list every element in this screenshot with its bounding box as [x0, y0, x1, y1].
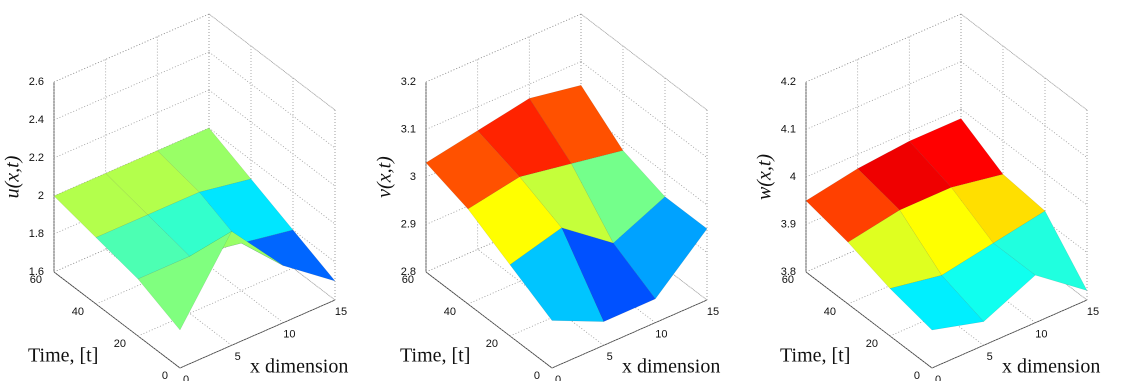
grid-line: [425, 271, 553, 369]
x-tick-label: 5: [987, 351, 993, 363]
box-edge: [208, 13, 336, 111]
z-tick-label: 2.6: [29, 76, 44, 88]
grid-line: [137, 267, 294, 337]
x-tick-label: 10: [283, 329, 295, 341]
y-tick-label: 0: [162, 370, 168, 381]
y-axis-label: Time, [t]: [28, 345, 98, 367]
z-axis-label: v(x,t): [374, 156, 396, 198]
y-tick-label: 40: [824, 306, 836, 318]
grid-line: [580, 203, 708, 301]
x-tick-label: 10: [1035, 329, 1047, 341]
x-tick-label: 5: [607, 351, 613, 363]
x-axis-label: x dimension: [1002, 356, 1100, 378]
z-tick-label: 2.9: [401, 218, 416, 230]
surface-patch: [509, 227, 605, 322]
box-edge: [960, 13, 1088, 111]
surface-patch: [156, 127, 252, 193]
x-tick-label: 5: [235, 351, 241, 363]
surface-patch: [95, 214, 191, 280]
surface-patch: [53, 173, 149, 238]
grid-line: [931, 299, 1088, 369]
x-tick-label: 0: [183, 374, 189, 381]
grid-line: [53, 89, 210, 159]
z-tick-label: 1.8: [29, 228, 44, 240]
grid-line: [208, 165, 336, 263]
y-tick-label: 40: [444, 306, 456, 318]
surface-patch: [889, 275, 985, 331]
y-tick-label: 0: [534, 370, 540, 381]
grid-line: [208, 203, 336, 301]
grid-line: [805, 13, 962, 83]
y-tick-label: 20: [486, 338, 498, 350]
grid-line: [580, 13, 708, 111]
y-axis-label: Time, [t]: [400, 345, 470, 367]
box-edge: [580, 13, 708, 111]
grid-line: [179, 299, 336, 369]
z-tick-label: 3.1: [401, 123, 416, 135]
z-tick-label: 3.8: [781, 266, 796, 278]
grid-line: [208, 127, 336, 225]
y-tick-label: 0: [914, 370, 920, 381]
grid-line: [425, 61, 582, 130]
grid-line: [960, 61, 1088, 158]
grid-line: [53, 13, 210, 83]
z-tick-label: 2.8: [401, 266, 416, 278]
grid-line: [805, 108, 962, 178]
x-tick-label: 0: [935, 374, 941, 381]
z-tick-label: 2.4: [29, 114, 44, 126]
z-tick-label: 4: [790, 171, 796, 183]
grid-line: [208, 13, 336, 111]
grid-line: [805, 61, 962, 130]
x-axis-label: x dimension: [622, 356, 720, 378]
grid-line: [208, 89, 336, 187]
z-axis-label: w(x,t): [754, 154, 776, 200]
z-tick-label: 3: [410, 171, 416, 183]
grid-line: [208, 51, 336, 149]
x-tick-label: 10: [655, 329, 667, 341]
x-axis-label: x dimension: [250, 356, 348, 378]
z-tick-label: 2: [38, 190, 44, 202]
surface-patch: [941, 242, 1036, 322]
grid-line: [960, 13, 1088, 111]
surface-patch: [899, 187, 994, 276]
x-tick-label: 15: [335, 306, 347, 318]
x-tick-label: 15: [1087, 306, 1099, 318]
y-tick-label: 20: [114, 338, 126, 350]
surface-patch: [137, 230, 233, 331]
surface-patch: [528, 84, 624, 164]
grid-line: [960, 108, 1088, 206]
x-tick-label: 0: [555, 374, 561, 381]
grid-line: [425, 13, 582, 83]
grid-line: [53, 271, 181, 369]
surface-patch: [857, 140, 952, 211]
grid-line: [53, 51, 210, 121]
y-axis-label: Time, [t]: [780, 345, 850, 367]
grid-line: [477, 249, 604, 346]
z-tick-label: 2.2: [29, 152, 44, 164]
grid-line: [580, 108, 708, 206]
z-tick-label: 1.6: [29, 266, 44, 278]
x-tick-label: 15: [707, 306, 719, 318]
z-axis-label: u(x,t): [2, 155, 24, 198]
y-tick-label: 40: [72, 306, 84, 318]
grid-line: [580, 61, 708, 158]
y-tick-label: 60: [782, 274, 794, 286]
z-tick-label: 4.1: [781, 123, 796, 135]
y-tick-label: 60: [30, 274, 42, 286]
y-tick-label: 20: [866, 338, 878, 350]
z-tick-label: 3.9: [781, 218, 796, 230]
z-tick-label: 4.2: [781, 76, 796, 88]
z-tick-label: 3.2: [401, 76, 416, 88]
surface-patch: [240, 229, 336, 282]
grid-line: [805, 271, 933, 369]
grid-line: [551, 299, 708, 369]
grid-line: [960, 156, 1088, 253]
y-tick-label: 60: [402, 274, 414, 286]
